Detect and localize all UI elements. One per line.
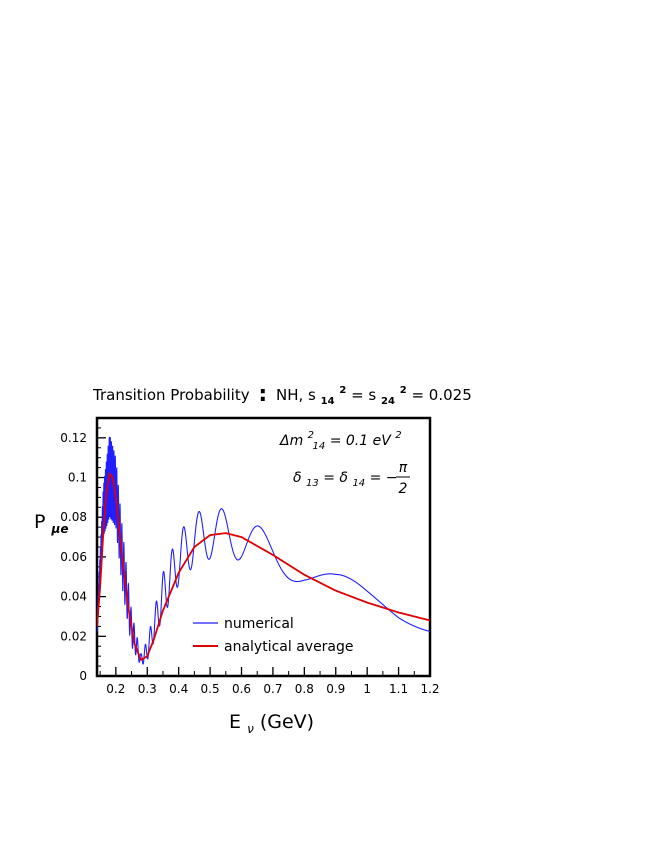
legend-label-numerical: numerical bbox=[224, 616, 294, 632]
axis-ticks: 0.2 0.3 0.4 0.5 0.6 0.7 0.8 0.9 1 1.1 1.2 0 0.02 0.04… bbox=[60, 427, 440, 696]
annotation-delta: δ 13 = δ 14 = − bbox=[293, 470, 398, 490]
y-tick-label: 0.02 bbox=[60, 629, 87, 643]
annotation-pi: π bbox=[399, 460, 408, 476]
series-analytical-line bbox=[97, 471, 430, 661]
annotation-two: 2 bbox=[399, 481, 408, 497]
x-tick-label: 0.6 bbox=[232, 682, 251, 696]
y-tick-label: 0.12 bbox=[60, 431, 87, 445]
annotation-delta-m: Δm 2 14 = 0.1 eV 2 bbox=[279, 426, 402, 453]
y-axis-label: P μe bbox=[34, 511, 68, 536]
x-tick-label: 1.1 bbox=[389, 682, 408, 696]
y-tick-label: 0.04 bbox=[60, 590, 87, 604]
x-tick-label: 0.3 bbox=[138, 682, 157, 696]
x-tick-label: 0.2 bbox=[106, 682, 125, 696]
y-tick-label: 0 bbox=[79, 669, 87, 683]
legend-label-analytical: analytical average bbox=[224, 639, 354, 655]
x-tick-label: 1.2 bbox=[420, 682, 439, 696]
x-tick-label: 0.9 bbox=[326, 682, 345, 696]
y-tick-label: 0.06 bbox=[60, 550, 87, 564]
x-tick-label: 1 bbox=[363, 682, 371, 696]
chart-title: Transition Probability : NH, s 14 2 = s … bbox=[92, 379, 472, 408]
legend: numerical analytical average bbox=[193, 616, 354, 655]
series-layer bbox=[97, 436, 430, 665]
x-tick-label: 0.5 bbox=[201, 682, 220, 696]
x-axis-label: E ν (GeV) bbox=[229, 711, 314, 738]
plot-frame bbox=[95, 416, 432, 678]
x-tick-label: 0.8 bbox=[295, 682, 314, 696]
x-tick-label: 0.4 bbox=[169, 682, 188, 696]
y-tick-label: 0.1 bbox=[68, 471, 87, 485]
x-tick-label: 0.7 bbox=[263, 682, 282, 696]
y-tick-label: 0.08 bbox=[60, 510, 87, 524]
